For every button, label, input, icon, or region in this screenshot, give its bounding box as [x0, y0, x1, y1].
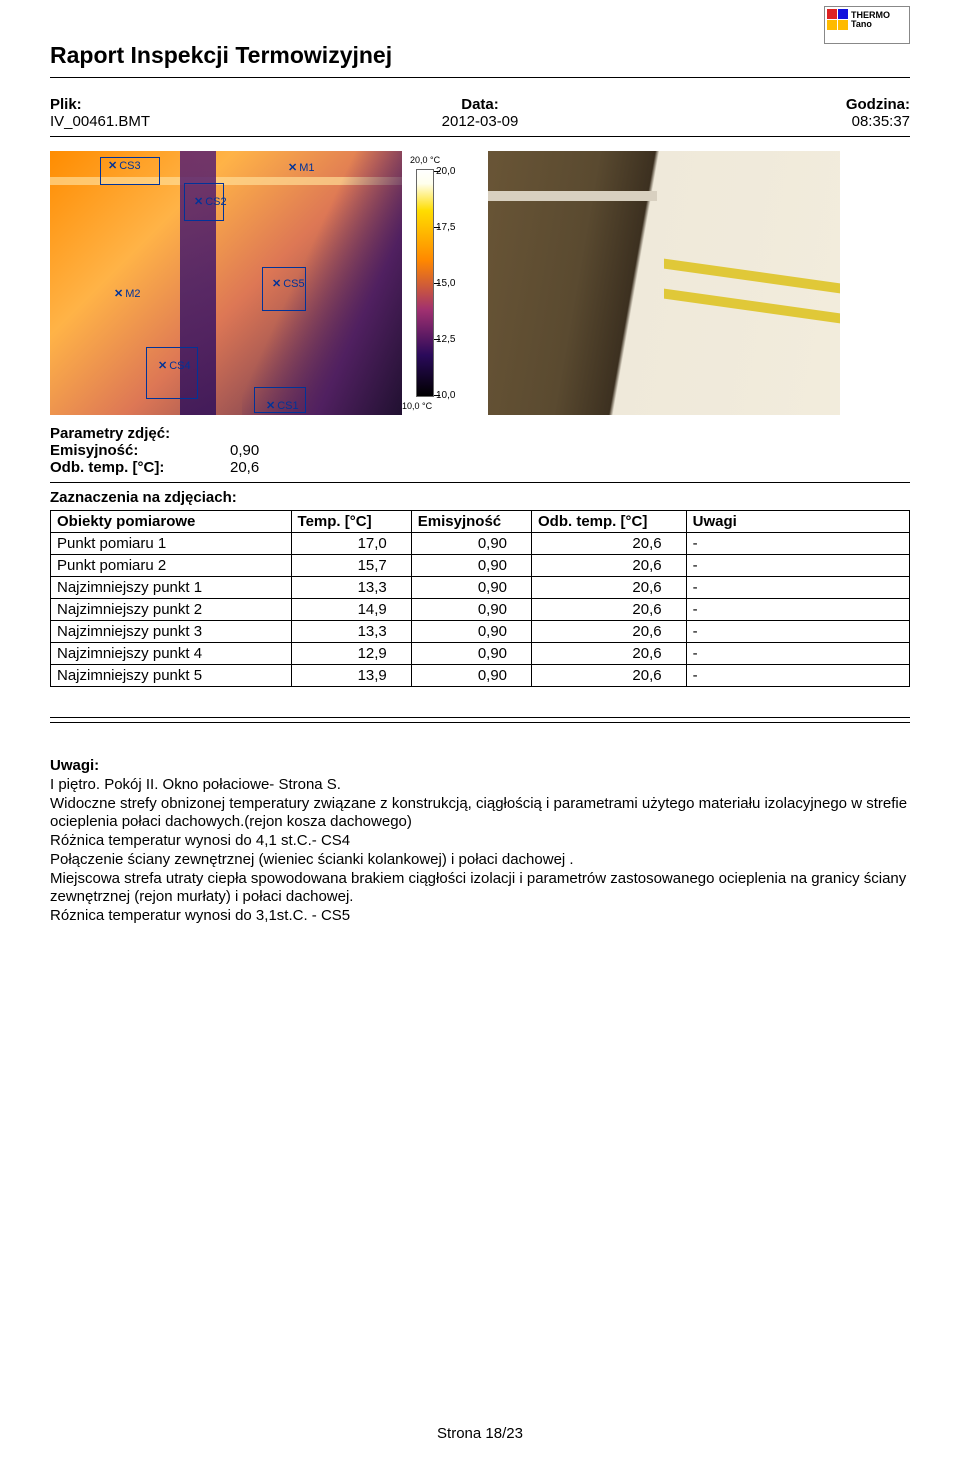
cell-object: Najzimniejszy punkt 2 [51, 599, 292, 621]
thermal-marker: ✕CS5 [274, 277, 305, 290]
images-row: ✕CS3 ✕M1 ✕CS2 ✕M2 ✕CS5 ✕CS4 ✕CS1 20,0 °C 20,0 1… [50, 151, 910, 415]
table-row: Punkt pomiaru 117,00,9020,6- [51, 533, 910, 555]
cell-temp: 14,9 [291, 599, 411, 621]
cell-temp: 17,0 [291, 533, 411, 555]
th-emissivity: Emisyjność [411, 511, 531, 533]
thermal-marker: ✕CS3 [110, 159, 141, 172]
cell-notes: - [686, 577, 909, 599]
cell-emissivity: 0,90 [411, 599, 531, 621]
cell-emissivity: 0,90 [411, 621, 531, 643]
cell-emissivity: 0,90 [411, 665, 531, 687]
file-label: Plik: [50, 96, 337, 113]
divider [50, 722, 910, 723]
reference-photo [488, 151, 840, 415]
cell-emissivity: 0,90 [411, 555, 531, 577]
cell-notes: - [686, 533, 909, 555]
notes-line: Połączenie ściany zewnętrznej (wieniec ś… [50, 851, 910, 870]
cell-notes: - [686, 555, 909, 577]
cell-emissivity: 0,90 [411, 577, 531, 599]
file-value: IV_00461.BMT [50, 113, 337, 130]
thermal-marker: ✕M2 [116, 287, 141, 300]
table-row: Najzimniejszy punkt 214,90,9020,6- [51, 599, 910, 621]
cell-emissivity: 0,90 [411, 643, 531, 665]
notes-line: I piętro. Pokój II. Okno połaciowe- Stro… [50, 776, 910, 795]
cell-refl: 20,6 [532, 555, 687, 577]
meta-row: Plik: IV_00461.BMT Data: 2012-03-09 Godz… [50, 96, 910, 130]
cell-object: Punkt pomiaru 2 [51, 555, 292, 577]
cell-temp: 15,7 [291, 555, 411, 577]
cell-refl: 20,6 [532, 533, 687, 555]
th-notes: Uwagi [686, 511, 909, 533]
cell-refl: 20,6 [532, 643, 687, 665]
emissivity-label: Emisyjność: [50, 442, 230, 459]
cell-notes: - [686, 599, 909, 621]
divider [50, 717, 910, 718]
cell-object: Najzimniejszy punkt 5 [51, 665, 292, 687]
table-row: Punkt pomiaru 215,70,9020,6- [51, 555, 910, 577]
thermal-box [146, 347, 198, 399]
divider [50, 482, 910, 483]
colorbar-tick: 12,5 [436, 334, 455, 345]
thermal-marker: ✕CS1 [268, 399, 299, 412]
colorbar-tick: 15,0 [436, 278, 455, 289]
cell-emissivity: 0,90 [411, 533, 531, 555]
divider [50, 136, 910, 137]
cell-notes: - [686, 621, 909, 643]
cell-object: Punkt pomiaru 1 [51, 533, 292, 555]
logo: THERMO Tano [824, 6, 910, 44]
notes-line: Widoczne strefy obnizonej temperatury zw… [50, 795, 910, 833]
thermal-marker: ✕M1 [290, 161, 315, 174]
colorbar-bottom-label: 10,0 °C [402, 401, 432, 411]
th-temp: Temp. [°C] [291, 511, 411, 533]
page-title: Raport Inspekcji Termowizyjnej [50, 42, 910, 69]
time-value: 08:35:37 [623, 113, 910, 130]
colorbar: 20,0 °C 20,017,515,012,510,0 10,0 °C [408, 151, 468, 415]
date-label: Data: [337, 96, 624, 113]
cell-refl: 20,6 [532, 665, 687, 687]
cell-refl: 20,6 [532, 621, 687, 643]
cell-refl: 20,6 [532, 577, 687, 599]
cell-temp: 13,3 [291, 621, 411, 643]
cell-notes: - [686, 643, 909, 665]
cell-object: Najzimniejszy punkt 1 [51, 577, 292, 599]
emissivity-value: 0,90 [230, 442, 259, 459]
colorbar-tick: 17,5 [436, 222, 455, 233]
annotations-heading: Zaznaczenia na zdjęciach: [50, 489, 910, 506]
notes-line: Róznica temperatur wynosi do 3,1st.C. - … [50, 907, 910, 926]
cell-notes: - [686, 665, 909, 687]
table-header-row: Obiekty pomiarowe Temp. [°C] Emisyjność … [51, 511, 910, 533]
cell-object: Najzimniejszy punkt 4 [51, 643, 292, 665]
divider [50, 77, 910, 78]
th-object: Obiekty pomiarowe [51, 511, 292, 533]
page-footer: Strona 18/23 [0, 1425, 960, 1442]
date-value: 2012-03-09 [337, 113, 624, 130]
notes-line: Różnica temperatur wynosi do 4,1 st.C.- … [50, 832, 910, 851]
time-label: Godzina: [623, 96, 910, 113]
params-block: Parametry zdjęć: Emisyjność: 0,90 Odb. t… [50, 425, 910, 476]
params-heading: Parametry zdjęć: [50, 425, 170, 442]
notes-line: Miejscowa strefa utraty ciepła spowodowa… [50, 870, 910, 908]
th-refl: Odb. temp. [°C] [532, 511, 687, 533]
colorbar-tick: 20,0 [436, 166, 455, 177]
notes-block: Uwagi: I piętro. Pokój II. Okno połaciow… [50, 757, 910, 926]
cell-temp: 12,9 [291, 643, 411, 665]
thermal-image: ✕CS3 ✕M1 ✕CS2 ✕M2 ✕CS5 ✕CS4 ✕CS1 [50, 151, 402, 415]
measurement-table: Obiekty pomiarowe Temp. [°C] Emisyjność … [50, 510, 910, 687]
table-row: Najzimniejszy punkt 113,30,9020,6- [51, 577, 910, 599]
table-row: Najzimniejszy punkt 412,90,9020,6- [51, 643, 910, 665]
table-row: Najzimniejszy punkt 313,30,9020,6- [51, 621, 910, 643]
refl-temp-value: 20,6 [230, 459, 259, 476]
colorbar-top-label: 20,0 °C [410, 155, 440, 165]
table-row: Najzimniejszy punkt 513,90,9020,6- [51, 665, 910, 687]
thermal-marker: ✕CS4 [160, 359, 191, 372]
cell-temp: 13,9 [291, 665, 411, 687]
logo-line2: Tano [851, 20, 890, 29]
colorbar-tick: 10,0 [436, 390, 455, 401]
notes-heading: Uwagi: [50, 757, 99, 774]
cell-temp: 13,3 [291, 577, 411, 599]
refl-temp-label: Odb. temp. [°C]: [50, 459, 230, 476]
cell-object: Najzimniejszy punkt 3 [51, 621, 292, 643]
cell-refl: 20,6 [532, 599, 687, 621]
thermal-marker: ✕CS2 [196, 195, 227, 208]
